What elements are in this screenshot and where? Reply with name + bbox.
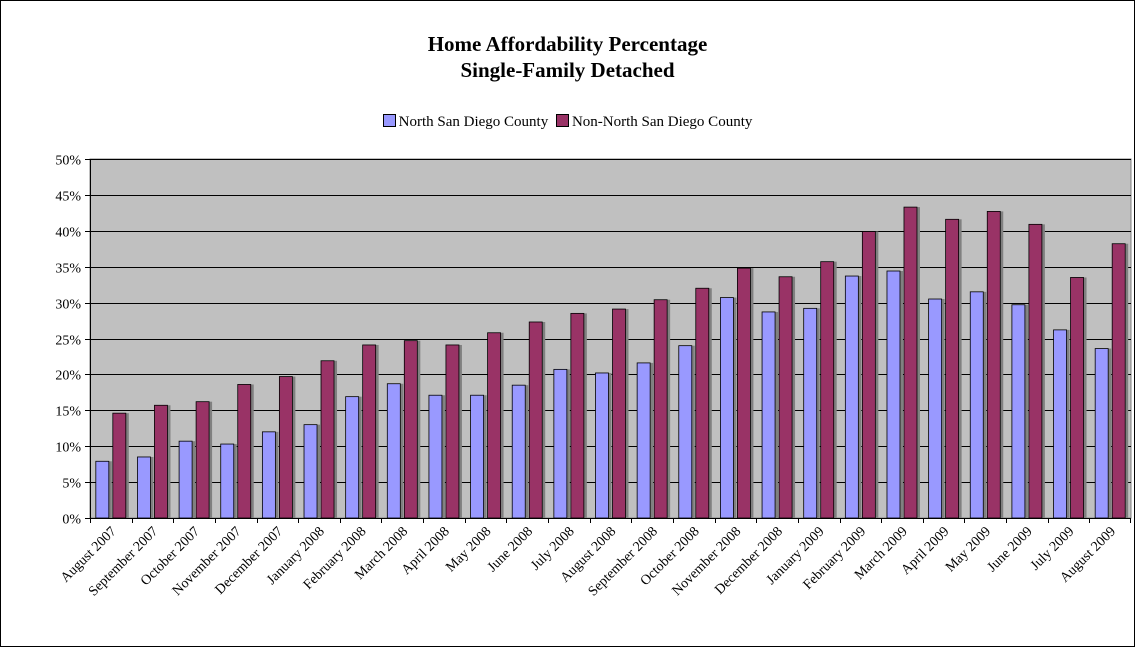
legend-entry-non-north: Non-North San Diego County [555,113,753,131]
bar-non-north [1028,223,1043,519]
bar-non-north [986,211,1001,519]
bar-north [969,291,984,519]
bar-north [428,394,443,519]
legend-entry-north: North San Diego County [382,113,549,131]
bar-north [1011,304,1026,519]
y-tick-label: 5% [62,477,81,492]
legend-label-non-north: Non-North San Diego County [571,114,753,130]
bar-non-north [612,308,626,519]
bar-north [595,372,609,519]
bar-non-north [445,344,460,519]
bar-non-north [154,404,168,519]
bar-non-north [778,276,793,519]
bar-north [761,311,776,519]
bar-non-north [1070,277,1084,519]
bar-non-north [487,332,501,519]
bar-north [928,298,943,519]
bar-north [636,362,651,519]
legend-swatch-non-north [555,114,569,127]
bar-north [720,297,734,519]
bar-north [1094,348,1109,519]
bar-north [553,368,568,519]
chart-legend: North San Diego County Non-North San Die… [1,113,1134,131]
y-tick-label: 10% [55,441,81,456]
bar-non-north [278,376,293,519]
y-tick-label: 45% [55,190,81,205]
bar-north [803,307,818,519]
bar-north [137,456,151,519]
bar-non-north [237,384,252,519]
bar-non-north [820,261,835,519]
bar-north [886,270,901,519]
bar-non-north [320,360,335,519]
bar-north [844,275,859,519]
bar-north [1053,329,1067,519]
legend-label-north: North San Diego County [398,114,549,130]
bar-north [345,396,360,519]
bar-north [678,345,693,519]
bar-non-north [903,206,918,519]
chart-title-line-1: Home Affordability Percentage [427,32,708,56]
bar-non-north [362,344,377,519]
y-tick-label: 20% [55,369,81,384]
y-tick-label: 30% [55,298,81,313]
bar-non-north [861,231,876,519]
bar-north [95,460,110,519]
chart-title: Home Affordability Percentage Single-Fam… [1,31,1134,83]
x-tick-label: June 2008 [485,524,536,575]
bar-non-north [528,321,543,519]
bar-north [220,443,235,519]
bar-non-north [653,299,668,519]
y-tick-label: 15% [55,405,81,420]
y-tick-label: 40% [55,226,81,241]
bar-non-north [195,401,210,519]
bar-non-north [695,287,710,519]
bar-north [511,384,526,519]
y-tick-label: 35% [55,262,81,277]
bar-non-north [403,340,418,519]
bar-north [178,440,193,519]
bar-non-north [737,267,751,519]
bar-non-north [1111,243,1126,519]
bar-north [261,431,276,519]
y-tick-label: 25% [55,334,81,349]
chart-title-line-2: Single-Family Detached [460,58,675,82]
bar-north [303,424,318,519]
bar-non-north [570,312,585,519]
bar-non-north [112,412,127,519]
y-tick-label: 50% [55,154,81,169]
legend-swatch-north [382,114,396,127]
y-tick-label: 0% [62,513,81,528]
x-tick-label: June 2009 [985,524,1036,575]
bar-non-north [945,218,960,519]
bar-north [470,394,484,519]
bar-north [386,383,401,519]
